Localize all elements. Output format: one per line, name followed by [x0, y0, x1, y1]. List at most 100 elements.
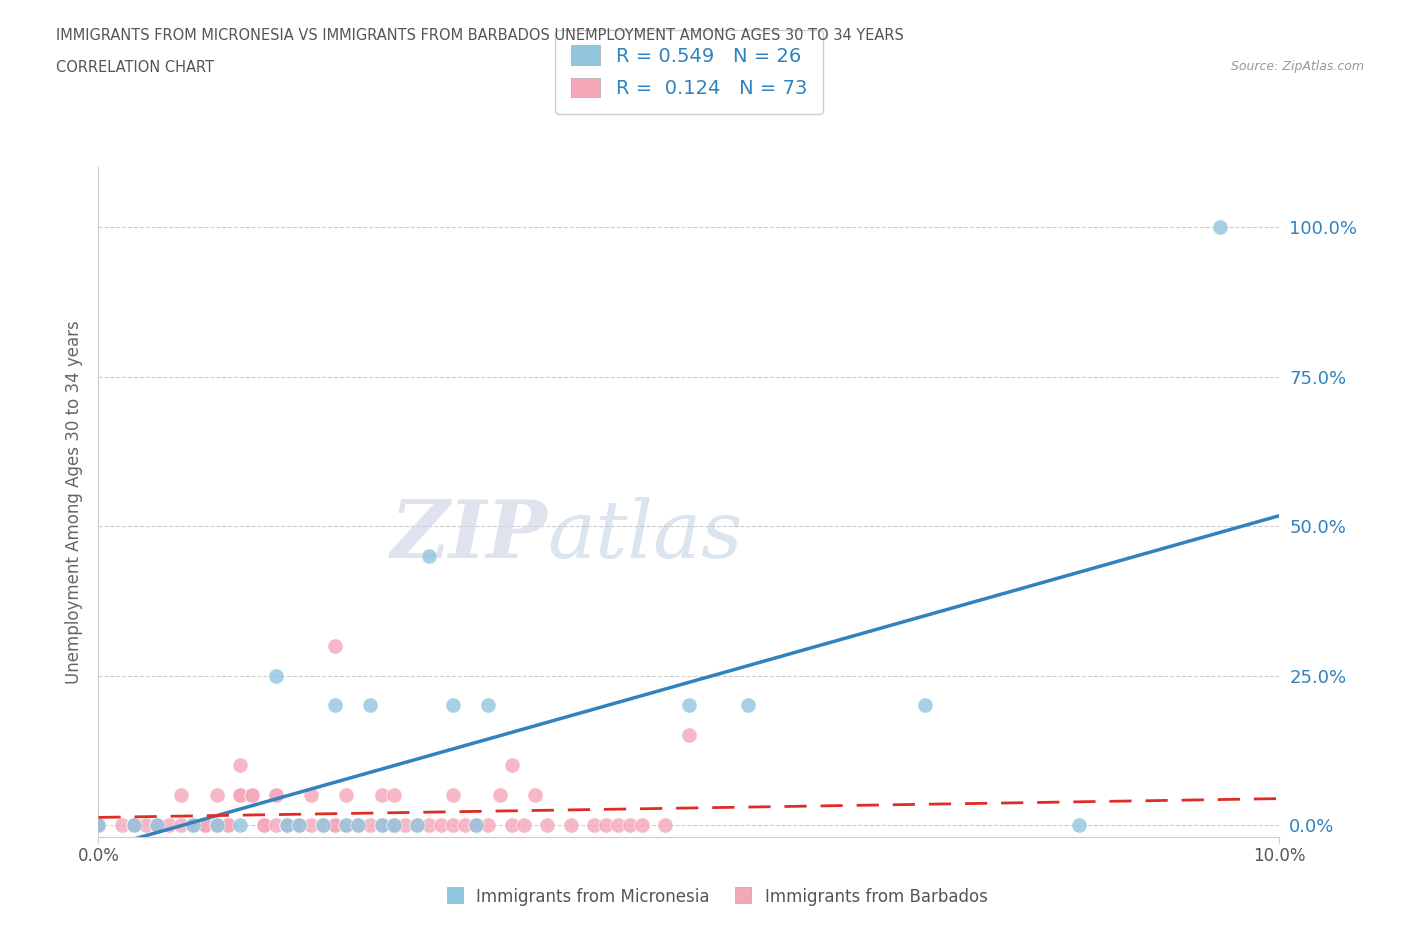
Point: [122, 817, 145, 832]
Point: [441, 788, 464, 803]
Point: [619, 817, 641, 832]
Point: [406, 817, 429, 832]
Point: [371, 817, 394, 832]
Point: [157, 817, 180, 832]
Point: [465, 817, 488, 832]
Point: [371, 817, 394, 832]
Point: [146, 817, 169, 832]
Point: [87, 817, 110, 832]
Point: [382, 817, 405, 832]
Point: [524, 788, 547, 803]
Point: [122, 817, 145, 832]
Point: [87, 817, 110, 832]
Point: [359, 817, 381, 832]
Point: [240, 788, 263, 803]
Point: [654, 817, 676, 832]
Point: [288, 817, 311, 832]
Point: [323, 638, 346, 653]
Point: [630, 817, 652, 832]
Point: [607, 817, 630, 832]
Point: [359, 698, 381, 713]
Point: [264, 788, 287, 803]
Point: [1209, 219, 1232, 234]
Point: [418, 817, 440, 832]
Point: [299, 817, 322, 832]
Point: [371, 788, 394, 803]
Point: [441, 817, 464, 832]
Point: [181, 817, 204, 832]
Point: [323, 817, 346, 832]
Point: [205, 817, 228, 832]
Point: [430, 817, 453, 832]
Point: [595, 817, 617, 832]
Point: [229, 817, 252, 832]
Point: [205, 788, 228, 803]
Point: [583, 817, 606, 832]
Point: [914, 698, 936, 713]
Point: [536, 817, 558, 832]
Text: Source: ZipAtlas.com: Source: ZipAtlas.com: [1230, 60, 1364, 73]
Point: [253, 817, 276, 832]
Point: [217, 817, 239, 832]
Point: [122, 817, 145, 832]
Y-axis label: Unemployment Among Ages 30 to 34 years: Unemployment Among Ages 30 to 34 years: [65, 320, 83, 684]
Text: IMMIGRANTS FROM MICRONESIA VS IMMIGRANTS FROM BARBADOS UNEMPLOYMENT AMONG AGES 3: IMMIGRANTS FROM MICRONESIA VS IMMIGRANTS…: [56, 28, 904, 43]
Point: [205, 817, 228, 832]
Point: [465, 817, 488, 832]
Point: [181, 817, 204, 832]
Point: [194, 817, 217, 832]
Text: ZIP: ZIP: [391, 497, 547, 575]
Point: [229, 758, 252, 773]
Point: [312, 817, 335, 832]
Point: [240, 788, 263, 803]
Point: [111, 817, 134, 832]
Point: [181, 817, 204, 832]
Text: CORRELATION CHART: CORRELATION CHART: [56, 60, 214, 75]
Point: [406, 817, 429, 832]
Point: [276, 817, 298, 832]
Point: [146, 817, 169, 832]
Point: [288, 817, 311, 832]
Point: [678, 728, 700, 743]
Point: [678, 698, 700, 713]
Point: [276, 817, 298, 832]
Point: [217, 817, 239, 832]
Point: [229, 788, 252, 803]
Point: [501, 817, 523, 832]
Point: [489, 788, 512, 803]
Legend: R = 0.549   N = 26, R =  0.124   N = 73: R = 0.549 N = 26, R = 0.124 N = 73: [555, 30, 823, 113]
Point: [453, 817, 475, 832]
Point: [170, 817, 193, 832]
Legend: Immigrants from Micronesia, Immigrants from Barbados: Immigrants from Micronesia, Immigrants f…: [440, 881, 994, 912]
Point: [135, 817, 157, 832]
Point: [253, 817, 276, 832]
Point: [87, 817, 110, 832]
Point: [87, 817, 110, 832]
Point: [501, 758, 523, 773]
Point: [382, 817, 405, 832]
Point: [347, 817, 370, 832]
Point: [441, 698, 464, 713]
Point: [323, 817, 346, 832]
Point: [347, 817, 370, 832]
Point: [264, 817, 287, 832]
Point: [264, 788, 287, 803]
Point: [477, 817, 499, 832]
Point: [737, 698, 759, 713]
Text: atlas: atlas: [547, 497, 742, 575]
Point: [382, 788, 405, 803]
Point: [205, 817, 228, 832]
Point: [170, 788, 193, 803]
Point: [418, 549, 440, 564]
Point: [477, 698, 499, 713]
Point: [264, 668, 287, 683]
Point: [335, 817, 357, 832]
Point: [560, 817, 582, 832]
Point: [288, 817, 311, 832]
Point: [335, 817, 357, 832]
Point: [512, 817, 534, 832]
Point: [146, 817, 169, 832]
Point: [194, 817, 217, 832]
Point: [229, 788, 252, 803]
Point: [312, 817, 335, 832]
